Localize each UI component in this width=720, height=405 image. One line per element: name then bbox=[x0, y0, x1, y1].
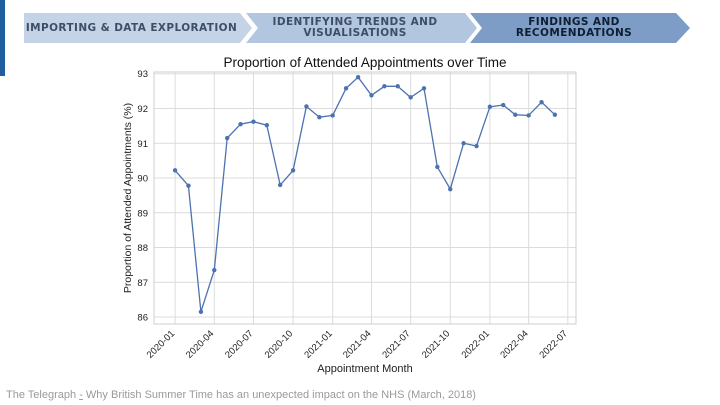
x-tick-label: 2020-07 bbox=[223, 328, 255, 360]
caption-text: Why British Summer Time has an unexpecte… bbox=[85, 389, 476, 401]
data-point bbox=[277, 182, 283, 188]
step-findings-recommendations[interactable]: FINDINGS AND RECOMENDATIONS bbox=[474, 13, 674, 43]
data-point bbox=[435, 164, 440, 170]
data-point bbox=[225, 135, 230, 141]
data-point bbox=[212, 267, 217, 273]
x-tick-label: 2020-10 bbox=[263, 328, 295, 360]
y-tick-label: 93 bbox=[137, 69, 148, 80]
data-point bbox=[552, 112, 558, 117]
y-axis-label: Proportion of Attended Appointments (%) bbox=[122, 103, 134, 293]
data-point bbox=[513, 112, 518, 117]
y-tick-label: 87 bbox=[137, 278, 148, 289]
step-2-label-line2: VISUALISATIONS bbox=[303, 27, 407, 39]
data-point bbox=[238, 121, 243, 127]
y-tick-label: 91 bbox=[137, 139, 148, 150]
data-point bbox=[395, 84, 400, 89]
data-point bbox=[304, 104, 309, 109]
chart-title: Proportion of Attended Appointments over… bbox=[224, 55, 507, 70]
x-tick-label: 2021-04 bbox=[341, 328, 373, 360]
plot-frame bbox=[153, 71, 577, 325]
x-tick-label: 2021-07 bbox=[380, 328, 412, 360]
data-point bbox=[539, 100, 544, 105]
data-point bbox=[317, 114, 322, 120]
x-tick-label: 2020-04 bbox=[184, 328, 216, 360]
progress-steps-shapes bbox=[24, 13, 690, 43]
plot-area bbox=[154, 72, 576, 324]
step-1-chevron bbox=[24, 13, 252, 43]
data-point bbox=[186, 183, 191, 188]
data-point bbox=[382, 84, 387, 89]
step-identifying-trends[interactable]: IDENTIFYING TRENDS AND VISUALISATIONS bbox=[246, 13, 464, 43]
data-point bbox=[264, 122, 270, 128]
data-point bbox=[251, 119, 256, 124]
data-point bbox=[369, 93, 374, 98]
x-axis-label: Appointment Month bbox=[317, 363, 412, 375]
data-point bbox=[290, 168, 296, 173]
data-point bbox=[355, 75, 361, 80]
x-tick-label: 2022-04 bbox=[498, 328, 530, 360]
data-point bbox=[408, 95, 413, 100]
x-tick-label: 2020-01 bbox=[145, 328, 177, 360]
x-tick-label: 2021-10 bbox=[420, 328, 452, 360]
caption-source: The Telegraph bbox=[6, 389, 77, 401]
caption-separator: - bbox=[79, 389, 83, 401]
data-point bbox=[526, 113, 531, 118]
step-importing-data-exploration[interactable]: IMPORTING & DATA EXPLORATION bbox=[24, 13, 239, 43]
accent-bar bbox=[0, 0, 5, 76]
data-point bbox=[343, 86, 349, 91]
step-2-chevron bbox=[246, 13, 477, 43]
y-tick-label: 86 bbox=[137, 313, 148, 324]
progress-steps: IMPORTING & DATA EXPLORATION IDENTIFYING… bbox=[24, 13, 690, 43]
data-point bbox=[448, 186, 453, 192]
data-point bbox=[198, 309, 204, 315]
data-point bbox=[172, 168, 178, 173]
step-3-label-line2: RECOMENDATIONS bbox=[515, 27, 633, 39]
x-tick-label: 2022-07 bbox=[538, 328, 570, 360]
x-tick-label: 2022-01 bbox=[460, 328, 492, 360]
y-tick-label: 92 bbox=[137, 104, 148, 115]
data-point bbox=[461, 141, 466, 146]
data-point bbox=[421, 86, 427, 91]
line-chart: Proportion of Attended Appointments over… bbox=[122, 55, 577, 375]
step-3-label-line1: FINDINGS AND bbox=[528, 16, 620, 28]
data-point bbox=[474, 143, 479, 149]
source-caption: The Telegraph - Why British Summer Time … bbox=[6, 389, 476, 401]
data-point bbox=[487, 104, 493, 109]
data-point bbox=[330, 113, 335, 118]
series-line bbox=[174, 76, 556, 312]
y-tick-label: 89 bbox=[137, 208, 148, 219]
data-point bbox=[501, 102, 506, 108]
step-3-chevron bbox=[470, 13, 690, 43]
x-tick-label: 2021-01 bbox=[302, 328, 334, 360]
step-1-label: IMPORTING & DATA EXPLORATION bbox=[25, 21, 238, 34]
y-tick-label: 90 bbox=[137, 174, 148, 185]
step-2-label-line1: IDENTIFYING TRENDS AND bbox=[272, 16, 438, 28]
y-tick-label: 88 bbox=[137, 243, 148, 254]
